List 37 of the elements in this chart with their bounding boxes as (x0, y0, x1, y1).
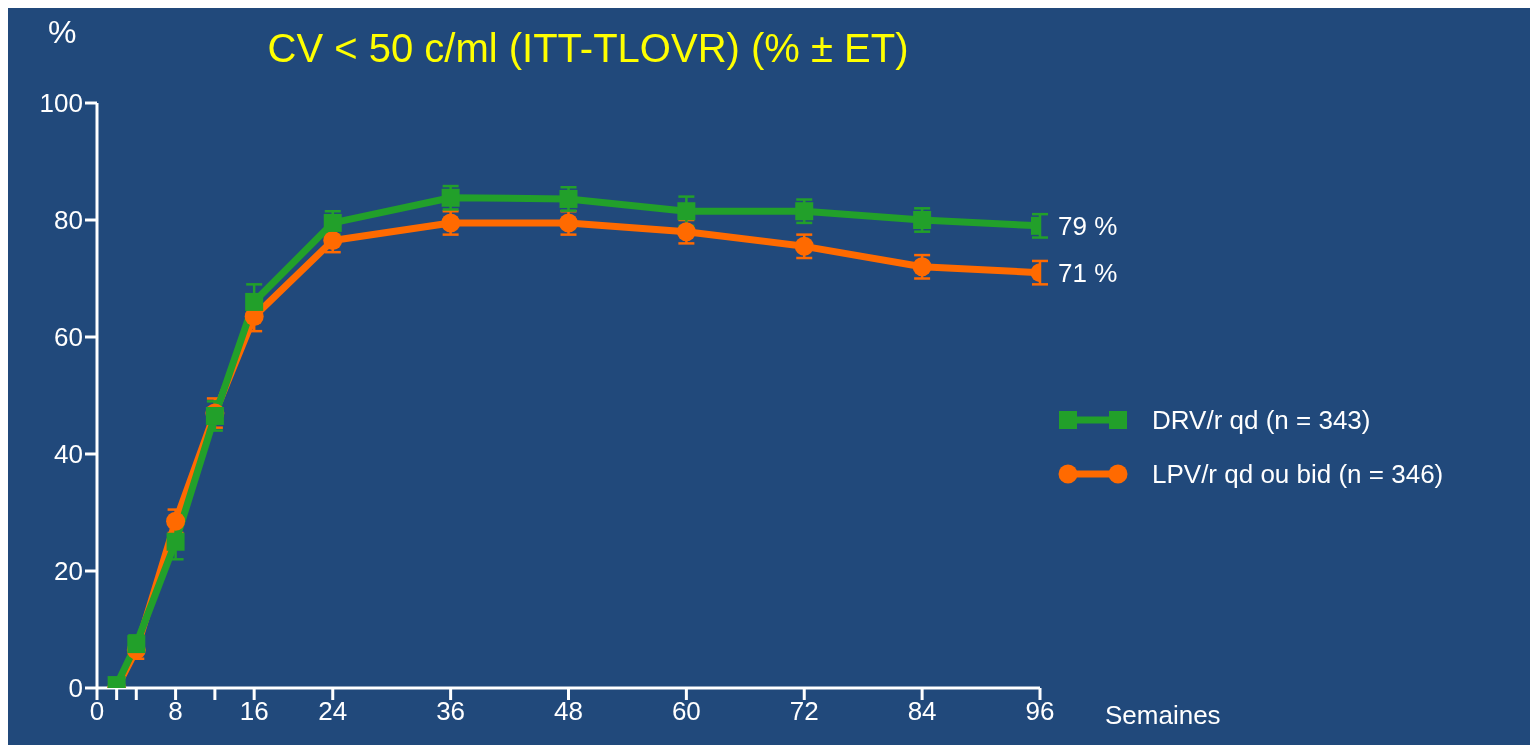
legend-label: LPV/r qd ou bid (n = 346) (1152, 458, 1444, 490)
y-tick-label: 100 (39, 88, 83, 119)
legend-label: DRV/r qd (n = 343) (1152, 404, 1371, 436)
y-tick-label: 80 (54, 205, 83, 236)
point (676, 222, 696, 242)
point (559, 213, 578, 233)
point (245, 292, 264, 311)
annotation: 71 % (1058, 257, 1118, 288)
x-axis-title: Semaines (1105, 700, 1221, 731)
x-tick-label: 36 (436, 696, 466, 727)
x-tick-label: 72 (789, 696, 819, 727)
x-tick-label: 0 (89, 696, 105, 727)
x-tick-label: 84 (907, 696, 937, 727)
y-tick-label: 60 (54, 322, 83, 353)
x-tick-label: 60 (671, 696, 701, 727)
x-tick-label: 24 (318, 696, 348, 727)
x-tick-label: 16 (239, 696, 269, 727)
point (794, 236, 814, 256)
x-tick-label: 48 (554, 696, 583, 727)
annotation: 79 % (1058, 211, 1118, 242)
point (441, 213, 461, 233)
point (323, 213, 342, 232)
point (441, 188, 460, 207)
y-tick-label: 40 (54, 439, 83, 470)
point (323, 230, 343, 250)
point (166, 511, 186, 531)
point (795, 202, 814, 221)
point (677, 202, 696, 221)
x-tick-label: 96 (1025, 696, 1055, 727)
x-tick-label: 8 (168, 696, 183, 727)
y-tick-label: 0 (68, 673, 83, 704)
chart-title: CV < 50 c/ml (ITT-TLOVR) (% ± ET) (267, 26, 909, 70)
point (559, 189, 578, 208)
point (127, 635, 146, 654)
point (166, 532, 185, 551)
y-axis-title: % (48, 14, 77, 51)
y-tick-label: 20 (54, 556, 83, 587)
